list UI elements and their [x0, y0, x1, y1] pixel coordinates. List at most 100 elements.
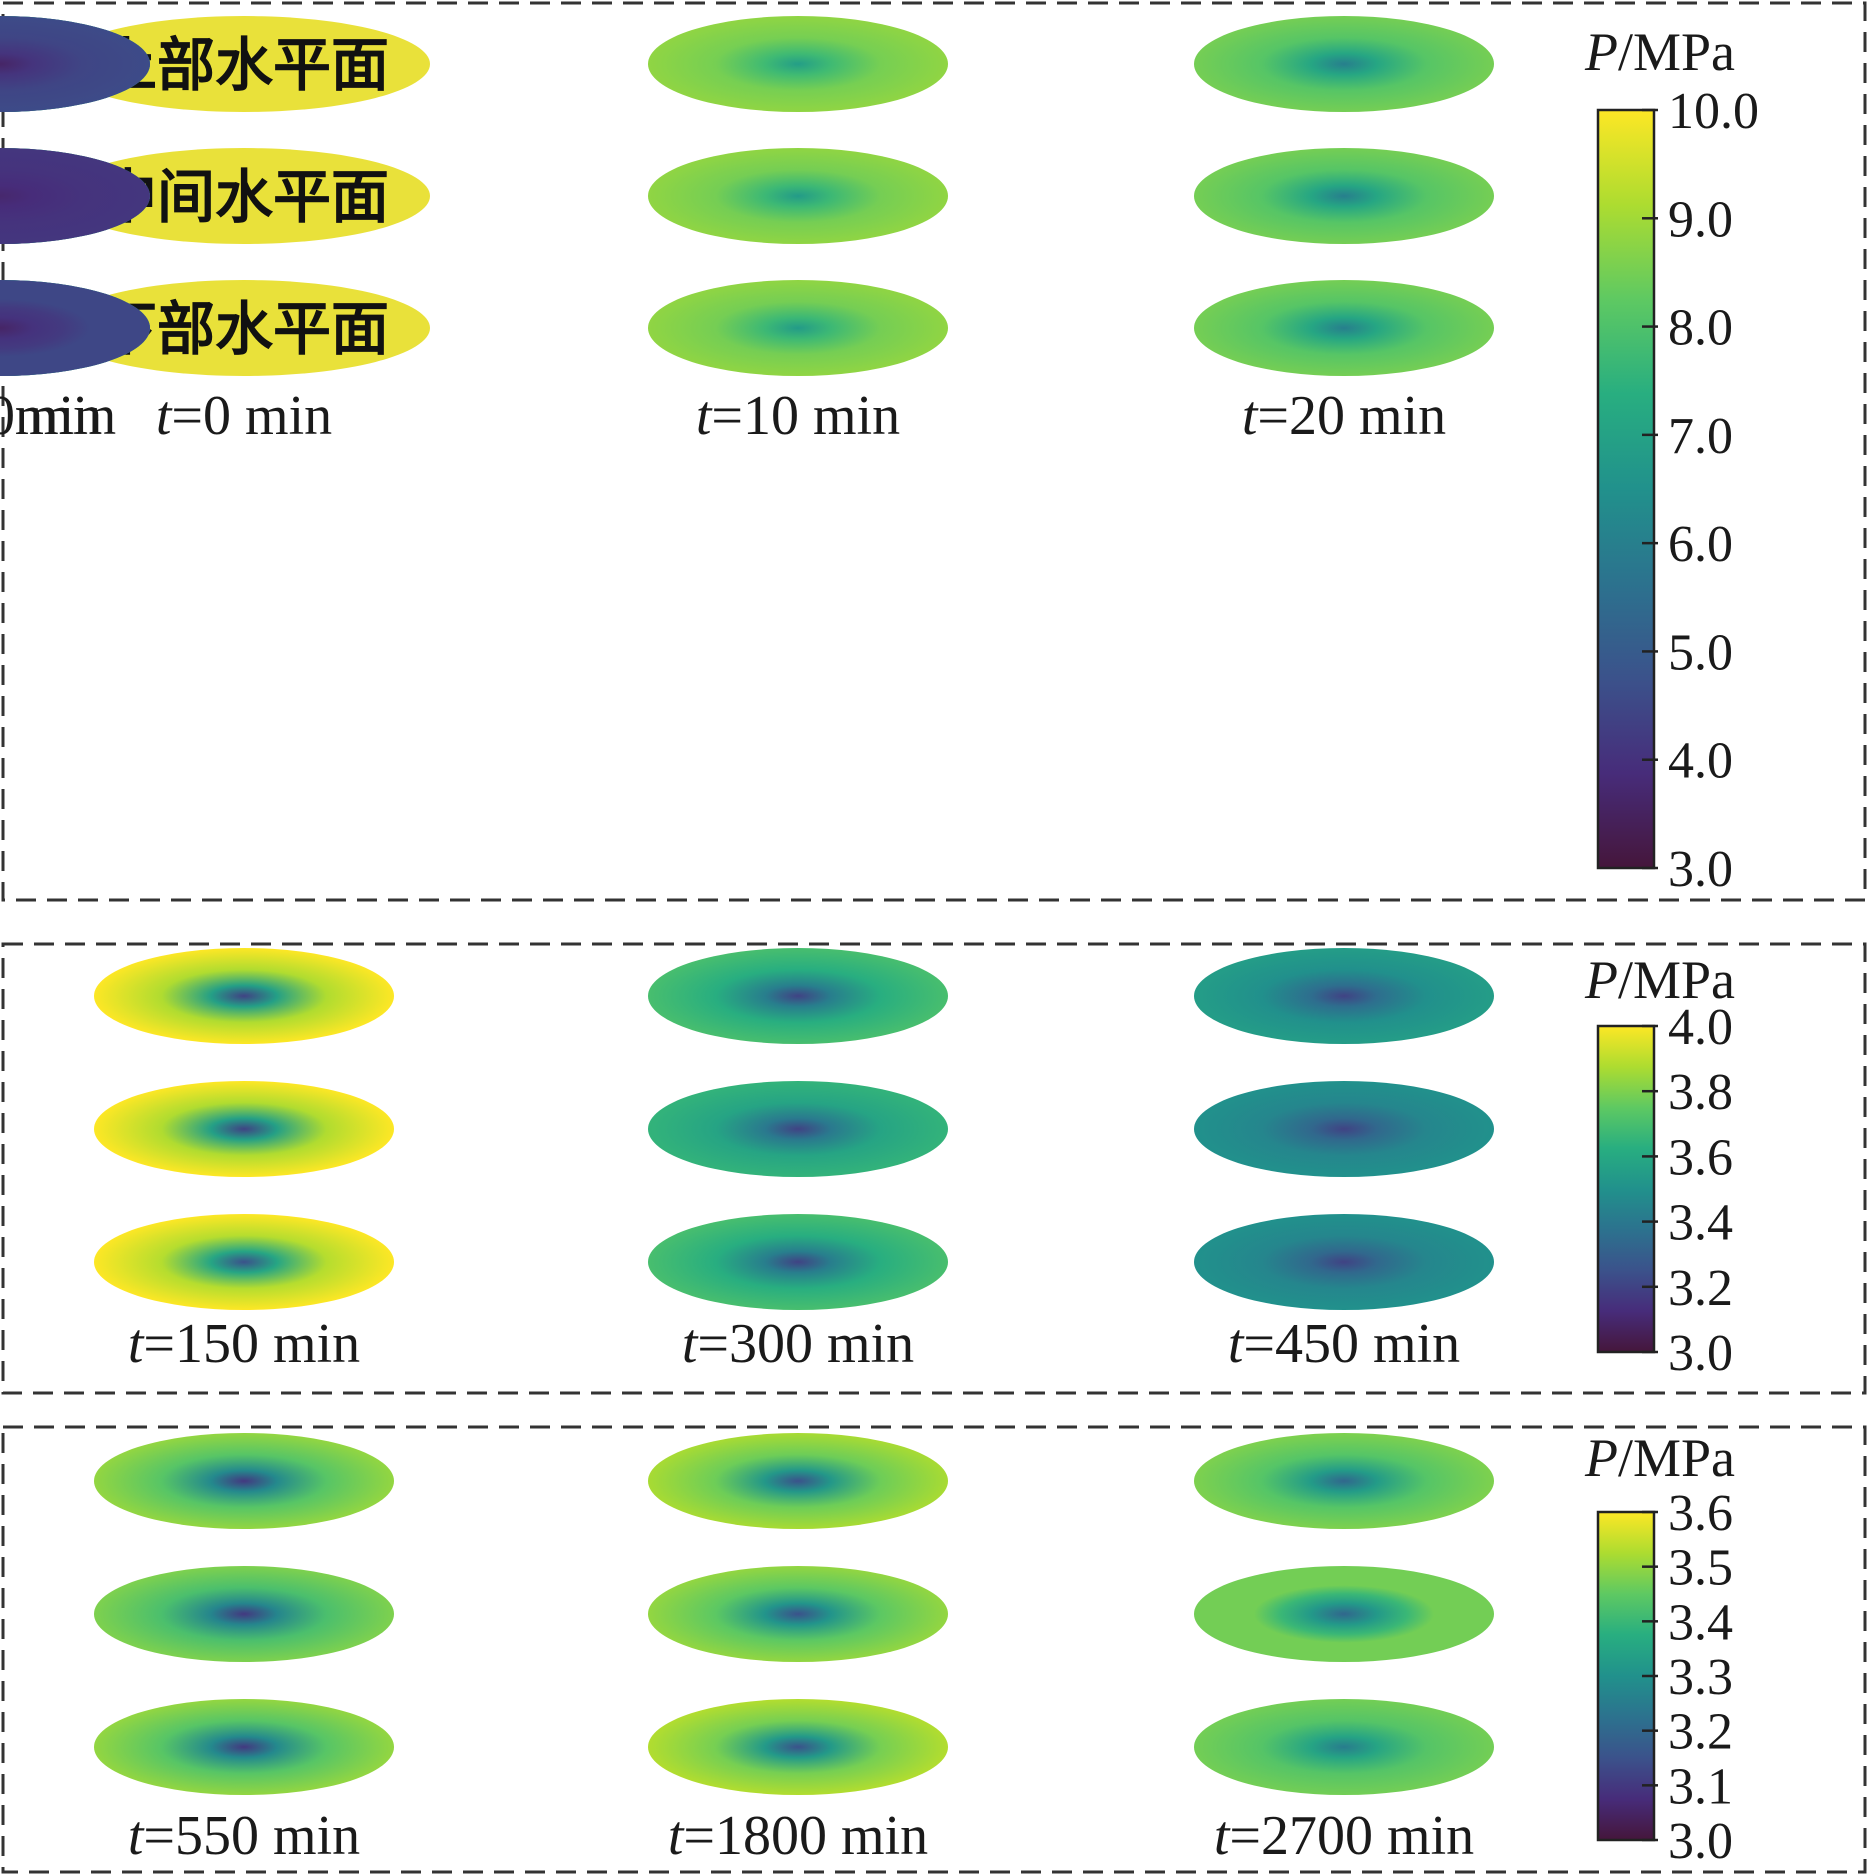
pressure-ellipse-layer-2: [94, 1081, 394, 1177]
time-value: =150 min: [143, 1313, 360, 1375]
pressure-ellipse-layer-3: [94, 1699, 394, 1795]
time-value: =450 min: [1243, 1313, 1460, 1375]
colorbar-tick-label: 3.4: [1668, 1195, 1733, 1252]
time-label: t=20 min: [1242, 385, 1446, 447]
pressure-ellipse-layer-3: [1194, 1214, 1494, 1310]
time-label: t=0 min: [156, 385, 332, 447]
pressure-ellipse-layer-1: [648, 1433, 948, 1529]
time-label: t=550 min: [128, 1805, 360, 1867]
colorbar-tick-label: 3.5: [1668, 1540, 1733, 1597]
colorbar-tick-label: 3.1: [1668, 1758, 1733, 1815]
time-value: =550 min: [143, 1805, 360, 1867]
pressure-ellipse-layer-2: [1194, 1566, 1494, 1662]
pressure-ellipse-layer-2: [648, 148, 948, 244]
pressure-ellipse-layer-1: [94, 948, 394, 1044]
pressure-ellipse-layer-3: [648, 1699, 948, 1795]
time-value: =10 min: [711, 385, 900, 447]
colorbar-tick-label: 9.0: [1668, 191, 1733, 248]
time-label: t=450 min: [1228, 1313, 1460, 1375]
colorbar-tick-label: 3.6: [1668, 1485, 1733, 1542]
colorbar-tick-label: 8.0: [1668, 300, 1733, 357]
pressure-ellipse-layer-3: [1194, 280, 1494, 376]
time-value: =20 min: [1257, 385, 1446, 447]
panel-frame-2: [1, 942, 1867, 1395]
time-label: t=45 min: [0, 385, 102, 447]
pressure-ellipse-layer-1: [1194, 948, 1494, 1044]
colorbar-2: [1596, 1024, 1656, 1354]
pressure-ellipse-layer-2: [648, 1081, 948, 1177]
time-symbol: t: [696, 385, 713, 447]
time-label: t=10 min: [696, 385, 900, 447]
time-value: =2700 min: [1229, 1805, 1474, 1867]
time-symbol: t: [1214, 1805, 1231, 1867]
colorbar-tick-label: 7.0: [1668, 408, 1733, 465]
colorbar-symbol: P: [1584, 950, 1618, 1010]
pressure-ellipse-layer-3: [648, 1214, 948, 1310]
colorbar-unit: /MPa: [1618, 950, 1735, 1010]
time-label: t=300 min: [682, 1313, 914, 1375]
time-label: t=40 min: [0, 385, 102, 447]
colorbars: P/MPa10.09.08.07.06.05.04.03.0P/MPa4.03.…: [1584, 22, 1759, 1870]
colorbar-tick-label: 6.0: [1668, 516, 1733, 573]
pressure-ellipse-layer-3: [648, 280, 948, 376]
colorbar-tick-label: 3.2: [1668, 1260, 1733, 1317]
time-value: =45 min: [0, 385, 102, 447]
time-value: =40 min: [0, 385, 102, 447]
pressure-ellipse-layer-1: [648, 16, 948, 112]
layer-ellipse-upper: [58, 16, 430, 112]
colorbar-tick-label: 3.8: [1668, 1064, 1733, 1121]
time-value: =300 min: [697, 1313, 914, 1375]
pressure-ellipse-layer-2: [94, 1566, 394, 1662]
time-value: =100 min: [0, 385, 116, 447]
time-label: t=150 min: [128, 1313, 360, 1375]
pressure-ellipse-layer-1: [94, 1433, 394, 1529]
pressure-ellipse-layer-1: [648, 948, 948, 1044]
time-label: t=2700 min: [1214, 1805, 1474, 1867]
pressure-ellipse-layer-1: [1194, 1433, 1494, 1529]
time-value: =0 min: [171, 385, 332, 447]
colorbar-tick-label: 3.4: [1668, 1594, 1733, 1651]
pressure-ellipse-layer-1: [1194, 16, 1494, 112]
time-symbol: t: [1228, 1313, 1245, 1375]
time-symbol: t: [128, 1313, 145, 1375]
time-symbol: t: [156, 385, 173, 447]
pressure-ellipse-layer-1: [0, 16, 150, 112]
colorbar-symbol: P: [1584, 1428, 1618, 1488]
colorbar-tick-label: 3.6: [1668, 1129, 1733, 1186]
colorbar-symbol: P: [1584, 22, 1618, 82]
colorbar-tick-label: 3.0: [1668, 1325, 1733, 1382]
panel-frame-3: [1, 1425, 1867, 1874]
colorbar-tick-label: 4.0: [1668, 999, 1733, 1056]
colorbar-title: P/MPa: [1584, 1428, 1735, 1488]
pressure-ellipse-layer-3: [94, 1214, 394, 1310]
colorbar-unit: /MPa: [1618, 1428, 1735, 1488]
colorbar-title: P/MPa: [1584, 950, 1735, 1010]
time-label: t=100 min: [0, 385, 116, 447]
colorbar-tick-label: 3.2: [1668, 1704, 1733, 1761]
pressure-ellipse-layer-2: [648, 1566, 948, 1662]
colorbar-1: [1596, 108, 1656, 870]
pressure-ellipse-layer-2: [1194, 1081, 1494, 1177]
pressure-ellipse-layer-2: [1194, 148, 1494, 244]
colorbar-tick-label: 3.0: [1668, 1813, 1733, 1870]
layer-ellipse-lower: [58, 280, 430, 376]
colorbar-tick-label: 3.0: [1668, 841, 1733, 898]
time-value: =1800 min: [683, 1805, 928, 1867]
time-symbol: t: [128, 1805, 145, 1867]
colorbar-title: P/MPa: [1584, 22, 1735, 82]
panel-frame-1: [1, 1, 1867, 902]
colorbar-tick-label: 4.0: [1668, 733, 1733, 790]
time-symbol: t: [1242, 385, 1259, 447]
time-label: t=1800 min: [668, 1805, 928, 1867]
pressure-ellipse-layer-2: [0, 148, 150, 244]
colorbar-tick-label: 10.0: [1668, 83, 1759, 140]
colorbar-tick-label: 3.3: [1668, 1649, 1733, 1706]
time-symbol: t: [668, 1805, 685, 1867]
pressure-ellipse-layer-3: [1194, 1699, 1494, 1795]
layer-ellipse-middle: [58, 148, 430, 244]
pressure-ellipse-layer-3: [0, 280, 150, 376]
colorbar-unit: /MPa: [1618, 22, 1735, 82]
colorbar-tick-label: 5.0: [1668, 624, 1733, 681]
